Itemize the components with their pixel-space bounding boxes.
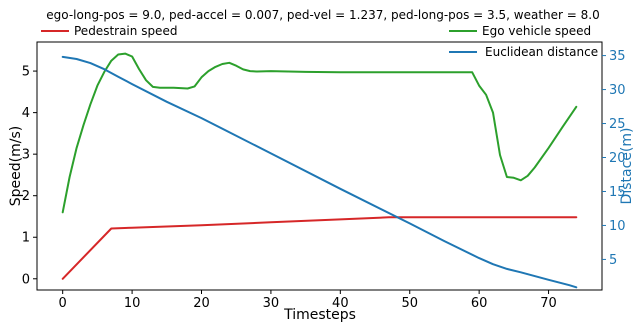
y-right-tick-label: 5 [609, 253, 617, 268]
x-tick-label: 0 [59, 296, 67, 311]
legend-right-box [441, 43, 599, 63]
x-tick-label: 20 [193, 296, 210, 311]
y-left-tick-label: 5 [22, 65, 30, 80]
series-line-pedestrain-speed [61, 216, 578, 280]
series-line-ego-vehicle-speed [61, 52, 578, 214]
legend-label-pedestrian-speed: Pedestrain speed [74, 24, 177, 38]
x-tick-label: 70 [540, 296, 557, 311]
x-tick-label: 60 [471, 296, 488, 311]
legend-left: Pedestrain speed [41, 24, 177, 38]
series-line-euclidean-distance [61, 55, 578, 289]
y-axis-right-label: Distace(m) [619, 128, 635, 205]
legend-right: Ego vehicle speed Euclidean distance [441, 24, 599, 63]
chart-title: ego-long-pos = 9.0, ped-accel = 0.007, p… [46, 8, 599, 22]
x-axis: 0 10 20 30 40 50 60 70 [59, 290, 557, 311]
x-tick-label: 10 [124, 296, 141, 311]
y-left-tick-label: 3 [22, 148, 30, 163]
y-left-tick-label: 1 [22, 231, 30, 246]
y-axis-right: 5 10 15 20 25 30 35 [602, 49, 626, 268]
y-axis-left-label: Speed(m/s) [8, 126, 24, 206]
y-right-tick-label: 35 [609, 49, 626, 64]
series-layer [61, 52, 578, 289]
legend-label-ego-speed: Ego vehicle speed [482, 24, 591, 38]
y-right-tick-label: 30 [609, 83, 626, 98]
y-right-tick-label: 10 [609, 219, 626, 234]
y-right-tick-label: 20 [609, 151, 626, 166]
y-right-tick-label: 15 [609, 185, 626, 200]
x-axis-label: Timesteps [283, 307, 356, 323]
x-tick-label: 40 [332, 296, 349, 311]
y-left-tick-label: 0 [22, 272, 30, 287]
y-right-tick-label: 25 [609, 117, 626, 132]
y-axis-left: 0 1 2 3 4 5 [22, 65, 37, 287]
y-left-tick-label: 4 [22, 106, 30, 121]
x-tick-label: 50 [401, 296, 418, 311]
plot-frame [36, 41, 603, 291]
y-left-tick-label: 2 [22, 189, 30, 204]
x-tick-label: 30 [263, 296, 280, 311]
legend-label-euclidean-distance: Euclidean distance [485, 45, 598, 59]
